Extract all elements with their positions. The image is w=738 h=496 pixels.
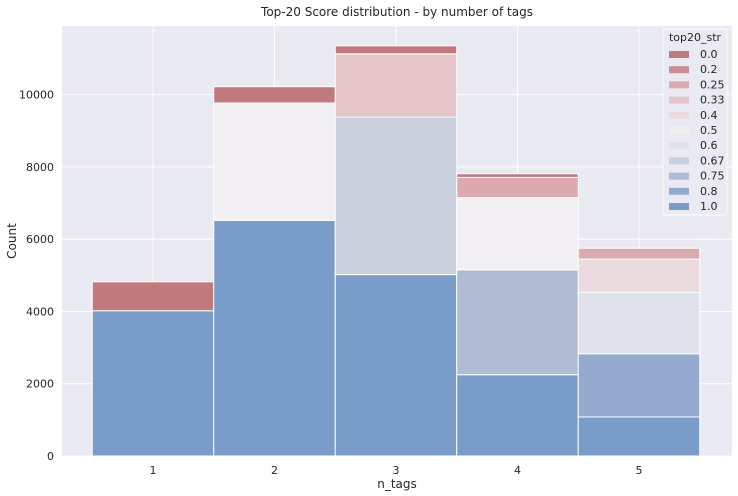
chart-title: Top-20 Score distribution - by number of… — [260, 5, 533, 19]
legend-items: 0.0 0.2 0.25 0.33 0.4 0.5 0.6 0.67 0.75 0.8 1.0 — [669, 48, 725, 213]
x-tick-label: 4 — [514, 464, 521, 477]
legend-swatch — [669, 81, 689, 89]
y-tick-label: 6000 — [26, 233, 54, 246]
bar-segment — [456, 374, 579, 457]
legend-label: 0.67 — [700, 154, 725, 167]
legend-swatch — [669, 142, 689, 150]
bar-segment — [456, 269, 579, 376]
legend-label: 0.75 — [700, 170, 725, 183]
y-axis-label: Count — [5, 223, 19, 259]
legend-box — [662, 28, 728, 216]
legend: top20_str 0.0 0.2 0.25 0.33 0.4 0.5 0.6 0.67 0.7… — [662, 28, 728, 216]
legend-label: 1.0 — [700, 200, 718, 213]
bar-segment — [213, 219, 336, 457]
bar-segment — [456, 176, 579, 199]
legend-swatch — [669, 96, 689, 104]
y-tick-label: 4000 — [26, 305, 54, 318]
bar-segment — [456, 173, 579, 178]
legend-swatch — [669, 66, 689, 74]
legend-label: 0.33 — [700, 94, 725, 107]
bar-segment — [577, 416, 701, 457]
bar-segment — [334, 53, 458, 118]
legend-label: 0.0 — [700, 48, 718, 61]
x-tick-label: 3 — [393, 464, 400, 477]
legend-label: 0.6 — [700, 139, 718, 152]
legend-swatch — [669, 51, 689, 58]
legend-swatch — [669, 187, 689, 195]
y-tick-label: 10000 — [19, 89, 54, 102]
bar-segment — [213, 102, 336, 221]
bars — [91, 45, 701, 457]
x-axis-label: n_tags — [377, 477, 417, 491]
bar-segment — [456, 197, 579, 271]
bar-segment — [334, 45, 458, 55]
bar-segment — [91, 310, 215, 457]
legend-label: 0.25 — [700, 78, 725, 91]
legend-title: top20_str — [669, 31, 722, 44]
bar-segment — [577, 258, 701, 293]
legend-swatch — [669, 127, 689, 134]
bar-segment — [577, 353, 701, 418]
legend-label: 0.8 — [700, 185, 718, 198]
bar-segment — [577, 247, 701, 260]
x-tick-label: 1 — [150, 464, 157, 477]
legend-swatch — [669, 172, 689, 180]
legend-swatch — [669, 157, 689, 165]
legend-swatch — [669, 111, 689, 119]
legend-label: 0.4 — [700, 109, 718, 122]
y-tick-label: 2000 — [26, 378, 54, 391]
legend-label: 0.5 — [700, 124, 718, 137]
bar-segment — [577, 291, 701, 355]
x-tick-label: 2 — [271, 464, 278, 477]
bar-segment — [213, 86, 336, 104]
legend-swatch — [669, 203, 689, 210]
bar-segment — [334, 274, 458, 457]
x-tick-labels: 1 2 3 4 5 — [150, 464, 643, 477]
x-tick-label: 5 — [636, 464, 643, 477]
bar-segment — [91, 281, 215, 312]
y-tick-label: 0 — [47, 450, 54, 463]
y-tick-labels: 0 2000 4000 6000 8000 10000 — [19, 89, 54, 463]
bar-segment — [334, 116, 458, 276]
legend-label: 0.2 — [700, 63, 718, 76]
y-tick-label: 8000 — [26, 161, 54, 174]
